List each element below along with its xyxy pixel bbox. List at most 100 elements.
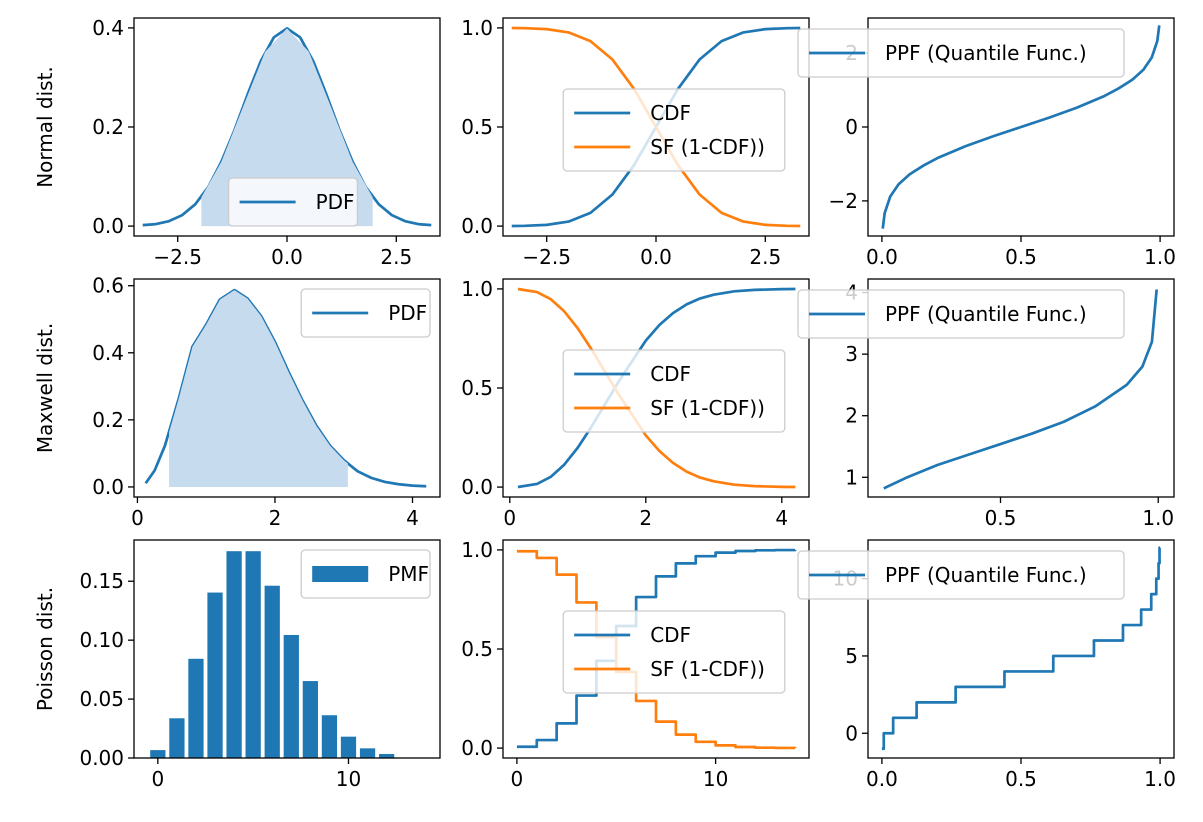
x-tick-label: 2	[269, 506, 282, 530]
legend: PDF	[300, 288, 431, 338]
axes-frame	[133, 278, 441, 498]
axes-frame	[133, 539, 441, 759]
legend-label: SF (1-CDF))	[650, 657, 765, 681]
series-line-cdf	[516, 548, 797, 749]
y-tick-label: 0.6	[92, 274, 124, 298]
bar-10	[340, 736, 357, 758]
legend-label: CDF	[650, 101, 691, 125]
x-tick-label: 1.0	[1144, 767, 1176, 791]
series-line-sf-1-cdf-	[517, 287, 796, 489]
y-tick-label: 0.0	[461, 736, 493, 760]
bar-8	[302, 681, 318, 758]
x-tick-label: 1.0	[1142, 506, 1174, 530]
plot-area	[142, 27, 432, 227]
y-axis-label: Maxwell dist.	[33, 323, 57, 453]
bar-11	[359, 748, 376, 758]
y-tick-label: 0.0	[461, 475, 493, 499]
legend: PPF (Quantile Func.)	[797, 289, 1125, 339]
x-tick-label: 2.5	[380, 245, 412, 269]
bar-0	[150, 750, 166, 758]
y-tick-label: 0	[845, 721, 858, 745]
y-tick-label: 0.5	[461, 115, 493, 139]
bar-1	[169, 718, 185, 758]
series-line-ppf-quantile-func-	[881, 546, 1161, 751]
y-axis-label: Normal dist.	[33, 66, 57, 188]
legend-label: CDF	[650, 362, 691, 386]
bar-9	[321, 715, 338, 758]
legend-box	[562, 610, 786, 694]
legend-label: PDF	[388, 301, 427, 325]
bar-5	[245, 551, 261, 758]
x-tick-label: 0.5	[985, 506, 1017, 530]
subplot-poisson_ppf: 0.00.51.00510PPF (Quantile Func.)	[797, 539, 1176, 791]
y-tick-label: 0.10	[79, 628, 124, 652]
y-tick-label: 0.0	[92, 475, 124, 499]
bar-3	[207, 592, 223, 758]
x-tick-label: 0.0	[866, 245, 898, 269]
y-tick-label: 0	[845, 115, 858, 139]
plot-area	[516, 548, 797, 750]
plot-area	[517, 287, 796, 489]
x-tick-label: 0	[151, 767, 164, 791]
subplot-poisson_cdf: 0 10 0.0 0.5 1.0 CDF SF (1-CDF))	[461, 538, 810, 791]
legend-label: PPF (Quantile Func.)	[885, 563, 1087, 587]
y-tick-label: 0.2	[92, 408, 124, 432]
bar-4	[226, 551, 242, 758]
x-tick-label: 2	[639, 506, 652, 530]
legend-label: CDF	[650, 623, 691, 647]
axes-frame	[867, 278, 1175, 498]
plot-area	[150, 551, 395, 758]
x-tick-label: 4	[406, 506, 419, 530]
y-tick-label: 1.0	[461, 16, 493, 40]
subplot-maxwell_cdf: 0 2 4 0.0 0.5 1.0 CDF SF (1-CDF))	[461, 277, 810, 530]
x-tick-label: 0	[511, 767, 524, 791]
legend-label: PPF (Quantile Func.)	[885, 302, 1087, 326]
legend-label: SF (1-CDF))	[650, 396, 765, 420]
y-tick-label: 0.15	[79, 569, 124, 593]
y-tick-label: 0.5	[461, 637, 493, 661]
subplot-maxwell_ppf: 0.51.01234PPF (Quantile Func.)	[797, 278, 1175, 530]
shaded-area	[201, 28, 373, 227]
bar-6	[264, 585, 280, 758]
subplot-maxwell_pdf: 0 2 4 0.0 0.2 0.4 0.6 Maxwell dist. PDF	[33, 274, 441, 530]
series-line-ppf-quantile-func-	[883, 289, 1158, 490]
y-axis-label: Poisson dist.	[33, 587, 57, 711]
plot-area	[144, 288, 427, 488]
legend: PMF	[300, 549, 431, 599]
series-line-sf-1-cdf-	[516, 549, 797, 750]
legend: PPF (Quantile Func.)	[797, 550, 1125, 600]
legend-label: SF (1-CDF))	[650, 135, 765, 159]
x-tick-label: 0	[503, 506, 516, 530]
legend-label: PDF	[316, 190, 355, 214]
plot-area	[883, 289, 1158, 490]
y-tick-label: 3	[845, 342, 858, 366]
y-tick-label: 0.5	[461, 376, 493, 400]
legend: PPF (Quantile Func.)	[797, 28, 1125, 78]
y-tick-label: 0.4	[92, 341, 124, 365]
y-tick-label: 1	[845, 465, 858, 489]
plot-area	[881, 25, 1161, 229]
legend-box	[562, 88, 786, 172]
x-tick-label: 0.0	[866, 767, 898, 791]
y-tick-label: 0.4	[92, 16, 124, 40]
x-tick-label: 10	[336, 767, 361, 791]
subplot-poisson_pmf: 0 10 0.00 0.05 0.10 0.15 Poisson dist. PMF	[33, 539, 441, 791]
x-tick-label: 0.0	[640, 245, 672, 269]
bar-7	[283, 634, 299, 758]
plot-area	[881, 546, 1161, 751]
legend: CDF SF (1-CDF))	[562, 610, 786, 694]
y-tick-label: 5	[845, 644, 858, 668]
legend-box	[797, 550, 1125, 600]
series-line-ppf-quantile-func-	[881, 25, 1161, 229]
x-tick-label: 0	[131, 506, 144, 530]
x-tick-label: −2.5	[522, 245, 571, 269]
x-tick-label: 0.5	[1005, 245, 1037, 269]
series-line-cdf	[517, 287, 796, 489]
legend-label: PPF (Quantile Func.)	[885, 41, 1087, 65]
legend: CDF SF (1-CDF))	[562, 349, 786, 433]
y-tick-label: 0.2	[92, 115, 124, 139]
bar-2	[188, 658, 204, 758]
x-tick-label: 0.5	[1005, 767, 1037, 791]
y-tick-label: 1.0	[461, 538, 493, 562]
